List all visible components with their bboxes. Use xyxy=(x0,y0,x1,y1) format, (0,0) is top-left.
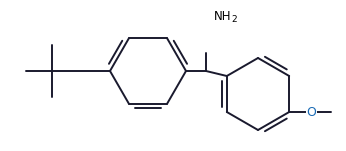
Text: NH: NH xyxy=(214,10,231,22)
Text: O: O xyxy=(306,106,316,119)
Text: 2: 2 xyxy=(231,14,237,24)
